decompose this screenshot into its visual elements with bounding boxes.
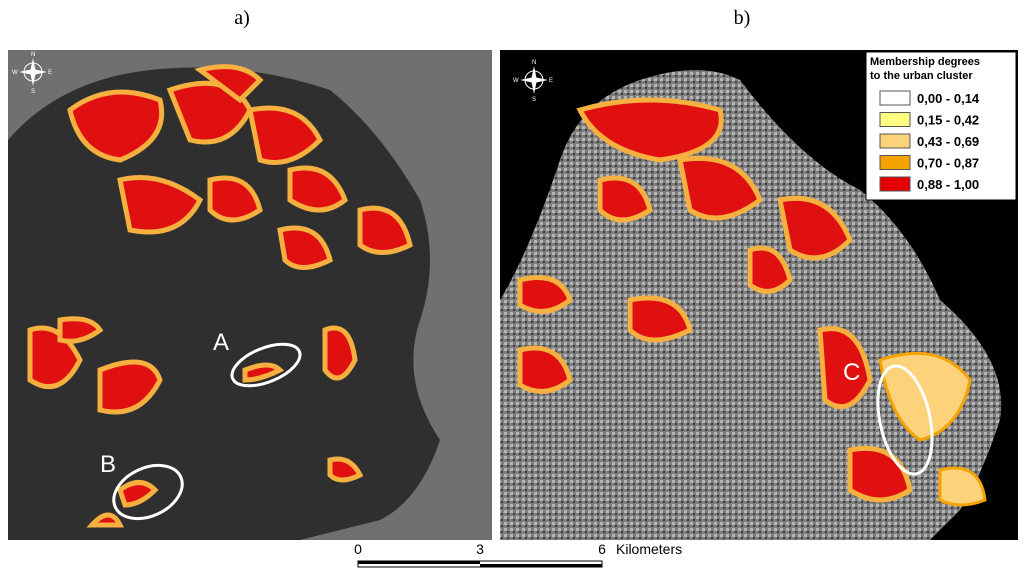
legend-title: to the urban cluster [870,70,973,82]
highlight-ellipse [876,364,934,476]
highlight-ellipse [230,342,302,388]
compass-s: S [31,89,35,95]
annotation: A [213,329,229,356]
scale-bar: 0 3 6 Kilometers [354,541,682,568]
legend-label: 0,70 - 0,87 [917,156,979,171]
legend-swatch [879,90,911,106]
highlight-ellipse [112,463,184,521]
compass-w: W [12,70,18,76]
compass-w: W [513,78,519,84]
legend-title: Membership degrees [870,56,980,68]
compass-n: N [532,60,536,66]
panel-a: A B N S E W [8,50,492,540]
panel-label: a) [234,7,250,29]
scale-bar-segment [480,564,602,567]
panel-b: C N S E W Membership degrees to the urba… [500,50,1018,540]
legend-swatch [879,112,911,127]
legend: Membership degrees to the urban cluster … [865,51,1017,201]
legend-label: 0,43 - 0,69 [917,134,979,149]
legend-label: 0,15 - 0,42 [917,113,979,128]
urban-patches [27,64,413,528]
annotation: B [100,451,116,478]
compass-s: S [532,97,536,103]
legend-label: 0,00 - 0,14 [917,91,980,106]
legend-swatch [879,176,911,192]
compass-e: E [549,78,553,84]
annotation: C [843,359,860,386]
scale-unit: Kilometers [616,541,682,557]
legend-swatch [879,133,911,149]
scale-tick-label: 6 [598,541,606,557]
legend-label: 0,88 - 1,00 [917,177,979,192]
compass: N S E W [12,52,52,95]
compass-n: N [31,52,35,58]
panel-label: b) [734,7,751,29]
legend-swatch [879,155,911,170]
scale-tick-label: 3 [476,541,484,557]
compass: N S E W [513,60,553,103]
urban-patches [517,97,913,503]
scale-bar-segment [358,561,480,564]
scale-tick-label: 0 [354,541,362,557]
compass-e: E [48,70,52,76]
